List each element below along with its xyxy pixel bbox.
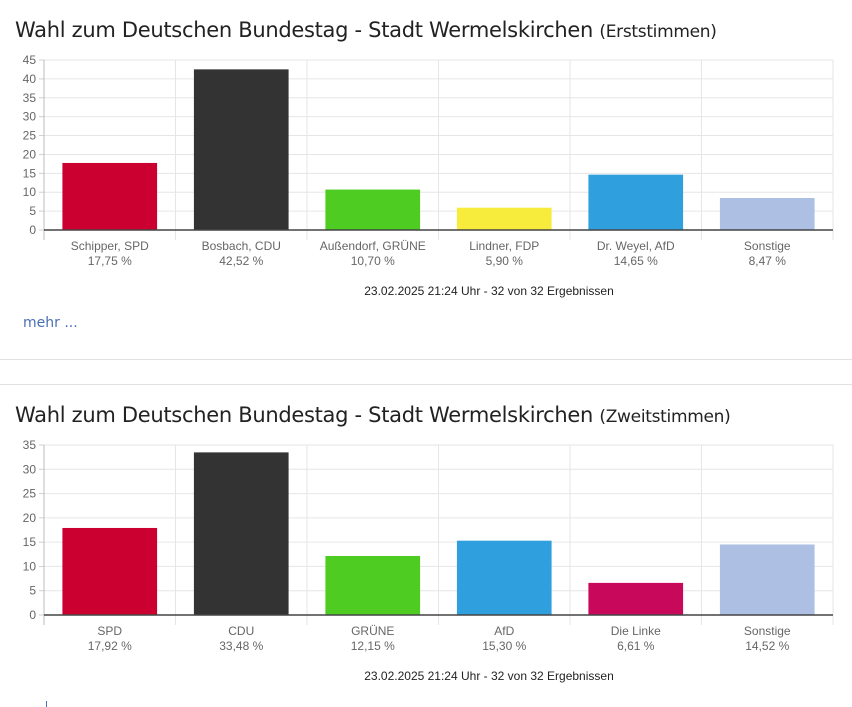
y-tick-label: 20	[23, 147, 37, 161]
x-value-label: 33,48 %	[219, 639, 263, 653]
bar-spd	[62, 527, 158, 615]
bar-schipper-spd	[62, 162, 158, 230]
x-category-label: Sonstige	[744, 239, 791, 253]
x-category-label: Lindner, FDP	[469, 239, 539, 253]
y-tick-label: 30	[23, 110, 37, 124]
erststimmen-section: Wahl zum Deutschen Bundestag - Stadt Wer…	[15, 18, 834, 331]
y-tick-label: 10	[23, 559, 37, 573]
y-tick-label: 25	[23, 487, 37, 501]
x-category-label: CDU	[228, 624, 254, 638]
x-value-label: 5,90 %	[486, 254, 524, 268]
chart-title-erststimmen: Wahl zum Deutschen Bundestag - Stadt Wer…	[15, 18, 717, 42]
x-category-label: Dr. Weyel, AfD	[597, 239, 675, 253]
x-category-label: Außendorf, GRÜNE	[320, 239, 426, 253]
y-tick-label: 35	[23, 91, 37, 105]
bar-außendorf-grüne	[325, 189, 421, 230]
x-category-label: Schipper, SPD	[71, 239, 149, 253]
section-divider	[0, 384, 852, 385]
scroll-cursor-mark	[46, 701, 47, 707]
bar-sonstige	[719, 544, 815, 615]
bar-dr-weyel-afd	[588, 174, 684, 230]
y-tick-label: 30	[23, 462, 37, 476]
bar-cdu	[193, 452, 289, 615]
x-value-label: 15,30 %	[482, 639, 526, 653]
y-tick-label: 15	[23, 166, 37, 180]
chart-title-text: Wahl zum Deutschen Bundestag - Stadt Wer…	[15, 18, 593, 42]
x-value-label: 12,15 %	[351, 639, 395, 653]
y-tick-label: 15	[23, 535, 37, 549]
bar-grüne	[325, 555, 421, 615]
y-tick-label: 0	[29, 223, 36, 237]
y-tick-label: 20	[23, 511, 37, 525]
x-category-label: Sonstige	[744, 624, 791, 638]
chart-subtitle: (Zweitstimmen)	[599, 407, 731, 427]
y-tick-label: 10	[23, 185, 37, 199]
x-value-label: 17,92 %	[88, 639, 132, 653]
y-tick-label: 5	[29, 204, 36, 218]
x-value-label: 10,70 %	[351, 254, 395, 268]
bar-afd	[456, 540, 552, 615]
y-tick-label: 45	[23, 53, 37, 67]
bar-lindner-fdp	[456, 207, 552, 230]
bar-sonstige	[719, 198, 815, 230]
y-tick-label: 35	[23, 438, 37, 452]
bar-bosbach-cdu	[193, 69, 289, 230]
x-value-label: 6,61 %	[617, 639, 655, 653]
y-tick-label: 25	[23, 129, 37, 143]
section-divider	[0, 359, 852, 360]
x-value-label: 42,52 %	[219, 254, 263, 268]
x-category-label: GRÜNE	[351, 624, 394, 638]
x-value-label: 17,75 %	[88, 254, 132, 268]
x-value-label: 14,52 %	[745, 639, 789, 653]
zweitstimmen-section: Wahl zum Deutschen Bundestag - Stadt Wer…	[0, 385, 852, 707]
x-category-label: Die Linke	[611, 624, 661, 638]
y-tick-label: 0	[29, 608, 36, 622]
y-tick-label: 40	[23, 72, 37, 86]
bar-die-linke	[588, 582, 684, 615]
chart-title-zweitstimmen: Wahl zum Deutschen Bundestag - Stadt Wer…	[15, 403, 731, 427]
x-category-label: AfD	[494, 624, 514, 638]
x-category-label: SPD	[97, 624, 122, 638]
y-tick-label: 5	[29, 584, 36, 598]
x-value-label: 14,65 %	[614, 254, 658, 268]
chart-footer-zweitstimmen: 23.02.2025 21:24 Uhr - 32 von 32 Ergebni…	[364, 669, 614, 683]
chart-footer-erststimmen: 23.02.2025 21:24 Uhr - 32 von 32 Ergebni…	[364, 284, 614, 298]
x-value-label: 8,47 %	[749, 254, 787, 268]
chart-subtitle: (Erststimmen)	[599, 22, 717, 42]
chart-title-text: Wahl zum Deutschen Bundestag - Stadt Wer…	[15, 403, 593, 427]
x-category-label: Bosbach, CDU	[202, 239, 281, 253]
more-link[interactable]: mehr ...	[23, 315, 78, 331]
